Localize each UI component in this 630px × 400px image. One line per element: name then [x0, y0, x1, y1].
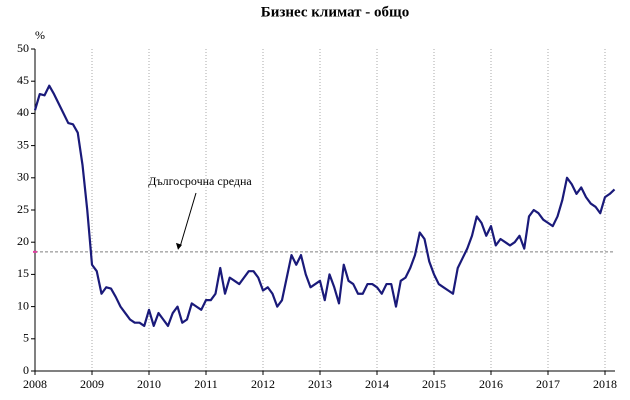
- y-tick-label: 5: [23, 331, 29, 345]
- x-tick-label: 2008: [23, 377, 47, 391]
- y-tick-label: 50: [17, 41, 29, 55]
- x-tick-label: 2012: [251, 377, 275, 391]
- y-tick-label: 15: [17, 266, 29, 280]
- x-tick-label: 2015: [422, 377, 446, 391]
- x-tick-label: 2009: [80, 377, 104, 391]
- y-tick-label: 20: [17, 234, 29, 248]
- x-tick-label: 2010: [137, 377, 161, 391]
- y-tick-label: 25: [17, 202, 29, 216]
- y-tick-label: 40: [17, 105, 29, 119]
- data-line: [33, 84, 616, 328]
- arrow-head: [176, 242, 182, 250]
- x-tick-label: 2017: [536, 377, 560, 391]
- y-axis-label: %: [35, 28, 45, 42]
- x-tick-label: 2018: [593, 377, 617, 391]
- x-tick-label: 2014: [365, 377, 389, 391]
- y-tick-label: 30: [17, 170, 29, 184]
- y-tick-label: 35: [17, 137, 29, 151]
- y-tick-label: 10: [17, 298, 29, 312]
- x-tick-label: 2011: [194, 377, 218, 391]
- x-tick-label: 2013: [308, 377, 332, 391]
- x-tick-label: 2016: [479, 377, 503, 391]
- annotation-arrow: [179, 192, 197, 248]
- y-tick-label: 0: [23, 363, 29, 377]
- chart-title: Бизнес климат - общо: [261, 4, 409, 20]
- annotation: Дългосрочна средна: [148, 174, 252, 188]
- y-tick-label: 45: [17, 73, 29, 87]
